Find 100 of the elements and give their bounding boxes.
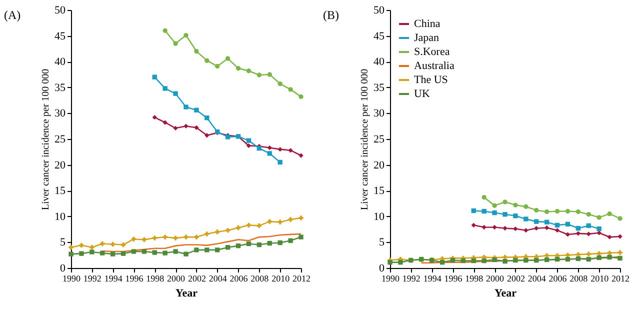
point: [513, 258, 518, 263]
point: [173, 41, 178, 46]
point: [607, 211, 612, 216]
x-tick-label: 1992: [402, 274, 420, 284]
point: [278, 220, 282, 224]
point: [110, 252, 116, 256]
point: [278, 146, 282, 152]
x-tick-label: 1998: [465, 274, 484, 284]
point: [565, 256, 570, 262]
point: [110, 242, 116, 247]
point: [204, 232, 210, 236]
point: [267, 145, 272, 150]
point: [90, 245, 94, 250]
y-tick-label: 5: [60, 236, 66, 249]
point: [398, 260, 403, 265]
point: [618, 234, 622, 239]
y-tick-label: 25: [374, 134, 385, 146]
point: [288, 148, 293, 153]
point: [256, 242, 262, 248]
x-tick-label: 1994: [104, 274, 123, 284]
point: [471, 258, 476, 264]
point: [576, 209, 581, 214]
point: [215, 248, 220, 252]
point: [618, 250, 622, 255]
x-tick-label: 2004: [528, 274, 546, 284]
point: [618, 216, 622, 221]
x-tick-label: 2012: [292, 274, 310, 284]
point: [502, 200, 508, 204]
point: [586, 252, 591, 256]
y-tick-label: 20: [374, 159, 385, 172]
point: [607, 254, 612, 260]
point: [298, 94, 304, 100]
point: [482, 224, 486, 230]
point: [246, 222, 252, 228]
x-tick-label: 2002: [506, 274, 525, 284]
point: [256, 223, 262, 228]
point: [618, 256, 622, 261]
legend-label: Australia: [414, 60, 454, 72]
point: [607, 234, 612, 240]
point: [513, 214, 518, 218]
x-tick-label: 2004: [208, 274, 228, 284]
chart-title: (B): [323, 8, 339, 22]
point: [298, 234, 304, 240]
point: [586, 212, 591, 217]
chart-title: (A): [4, 8, 21, 22]
x-tick-label: 1996: [125, 274, 144, 284]
point: [565, 222, 570, 226]
x-tick-label: 2006: [230, 274, 248, 284]
point: [544, 257, 550, 262]
point: [502, 258, 508, 264]
x-tick-label: 2008: [250, 274, 270, 284]
point: [194, 108, 199, 112]
point: [492, 210, 497, 216]
point: [184, 234, 188, 240]
point: [554, 222, 560, 228]
point: [596, 215, 602, 220]
point: [79, 242, 84, 248]
legend-label: China: [414, 18, 440, 30]
point: [492, 203, 497, 208]
x-tick-label: 2008: [570, 274, 588, 284]
point: [152, 236, 157, 240]
point: [162, 234, 168, 240]
point: [298, 216, 304, 220]
y-tick-label: 0: [60, 262, 66, 274]
y-tick-label: 25: [54, 134, 66, 146]
point: [554, 208, 560, 214]
x-tick-label: 2006: [548, 274, 568, 284]
point: [194, 125, 199, 130]
point: [131, 249, 136, 254]
point: [544, 220, 550, 224]
legend-label: Japan: [414, 32, 440, 44]
point: [524, 258, 528, 263]
point: [246, 138, 252, 143]
point: [267, 151, 272, 156]
y-axis-title: Liver cancer incidence per 100 000: [40, 68, 52, 210]
point: [120, 251, 126, 256]
x-tick-label: 2012: [612, 274, 630, 284]
point: [204, 133, 210, 138]
legend-label: The US: [414, 74, 448, 86]
y-tick-label: 10: [54, 210, 66, 223]
point: [267, 240, 272, 246]
point: [256, 72, 262, 78]
point: [162, 28, 168, 33]
point: [596, 255, 602, 260]
point: [184, 32, 188, 38]
point: [471, 222, 476, 228]
point: [173, 249, 178, 254]
y-tick-label: 45: [374, 30, 385, 42]
point: [246, 68, 252, 74]
y-tick-label: 30: [54, 108, 66, 120]
point: [246, 143, 252, 148]
point: [184, 104, 188, 110]
point: [194, 248, 199, 252]
x-tick-label: 2002: [188, 274, 206, 284]
point: [576, 252, 581, 257]
point: [131, 236, 136, 242]
x-axis-title: Year: [176, 288, 198, 300]
point: [298, 153, 304, 158]
y-tick-label: 0: [379, 262, 385, 274]
point: [471, 208, 476, 214]
